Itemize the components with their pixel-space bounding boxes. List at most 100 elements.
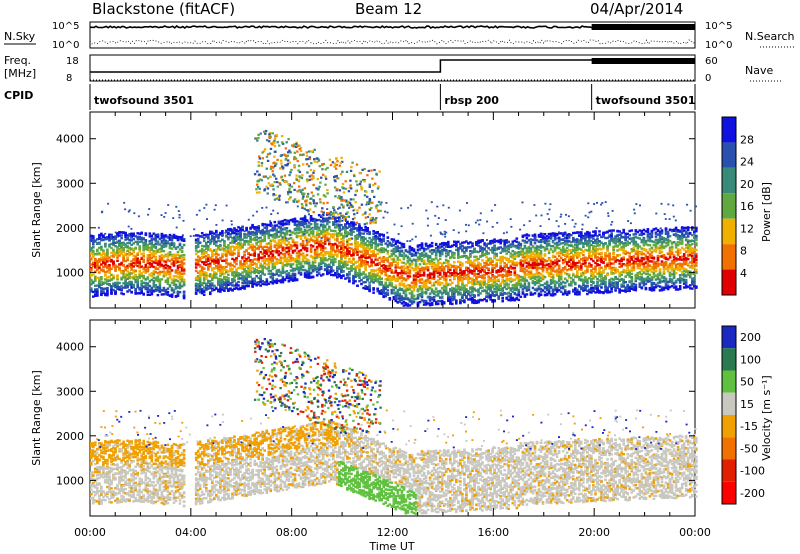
data-cell	[202, 239, 206, 243]
data-cell	[92, 255, 95, 259]
data-cell	[245, 273, 248, 276]
data-cell	[146, 254, 150, 257]
data-cell	[364, 237, 367, 240]
data-cell	[142, 292, 145, 295]
data-cell	[362, 248, 365, 251]
data-cell	[108, 264, 111, 267]
data-cell	[344, 229, 347, 232]
data-cell	[154, 266, 158, 269]
data-cell	[354, 251, 357, 254]
data-cell	[200, 282, 204, 285]
data-cell	[198, 283, 202, 286]
data-cell	[132, 261, 135, 265]
data-cell	[178, 278, 182, 281]
data-cell	[112, 254, 115, 258]
data-cell	[92, 235, 95, 238]
data-cell	[178, 285, 182, 288]
data-cell	[180, 238, 184, 241]
data-cell	[368, 272, 371, 275]
data-cell	[283, 255, 287, 258]
data-cell	[164, 292, 168, 296]
data-cell	[172, 280, 176, 283]
data-cell	[160, 263, 164, 266]
data-cell	[237, 284, 240, 287]
data-cell	[178, 238, 182, 241]
data-cell	[162, 267, 166, 270]
data-cell	[241, 238, 244, 241]
data-cell	[317, 241, 321, 244]
data-cell	[211, 253, 214, 257]
data-cell	[124, 266, 127, 269]
data-cell	[148, 293, 152, 296]
data-cell	[360, 259, 363, 262]
data-cell	[319, 258, 323, 262]
data-cell	[261, 259, 264, 262]
data-cell	[116, 232, 119, 235]
data-cell	[340, 237, 343, 241]
data-cell	[126, 273, 129, 276]
data-cell	[309, 249, 313, 252]
data-cell	[430, 241, 434, 245]
data-cell	[323, 268, 327, 271]
data-cell	[205, 263, 208, 267]
nsky-trace	[89, 24, 696, 45]
data-cell	[319, 230, 323, 233]
data-cell	[249, 244, 252, 247]
data-cell	[207, 265, 210, 269]
data-cell	[271, 235, 275, 239]
data-cell	[237, 246, 240, 249]
data-cell	[225, 254, 228, 258]
data-cell	[350, 230, 353, 234]
data-cell	[295, 246, 299, 250]
data-cell	[340, 253, 343, 256]
data-cell	[277, 274, 281, 277]
data-cell	[360, 241, 363, 245]
data-cell	[194, 278, 198, 281]
data-cell	[334, 253, 337, 256]
data-cell	[229, 268, 232, 271]
data-cell	[202, 278, 206, 282]
data-cell	[98, 233, 101, 237]
data-cell	[92, 249, 95, 253]
beam-title: Beam 12	[355, 0, 422, 18]
data-cell	[356, 227, 359, 230]
data-cell	[362, 260, 365, 263]
data-cell	[326, 264, 329, 267]
data-cell	[277, 239, 281, 242]
data-cell	[461, 296, 464, 299]
data-cell	[237, 287, 240, 291]
data-cell	[251, 277, 254, 281]
data-cell	[309, 271, 313, 275]
data-cell	[285, 263, 289, 266]
data-cell	[344, 253, 347, 257]
data-cell	[108, 268, 111, 271]
data-cell	[164, 234, 168, 237]
data-cell	[263, 245, 266, 249]
data-cell	[200, 283, 204, 287]
data-cell	[344, 246, 347, 249]
data-cell	[239, 230, 242, 234]
data-cell	[336, 238, 339, 241]
data-cell	[227, 281, 230, 284]
data-cell	[315, 233, 319, 237]
data-cell	[386, 260, 390, 263]
data-cell	[148, 261, 152, 265]
data-cell	[370, 274, 373, 277]
data-cell	[315, 270, 319, 274]
data-cell	[323, 226, 327, 229]
data-cell	[122, 246, 125, 250]
data-cell	[364, 226, 367, 229]
data-cell	[96, 249, 99, 252]
data-cell	[247, 232, 250, 235]
data-cell	[293, 276, 297, 280]
data-cell	[98, 252, 101, 255]
data-cell	[277, 226, 281, 229]
data-cell	[217, 262, 220, 265]
data-cell	[287, 272, 291, 275]
data-cell	[118, 286, 121, 289]
data-cell	[138, 237, 141, 241]
data-cell	[134, 254, 137, 258]
data-cell	[164, 241, 168, 245]
data-cell	[398, 258, 402, 262]
data-cell	[112, 241, 115, 245]
